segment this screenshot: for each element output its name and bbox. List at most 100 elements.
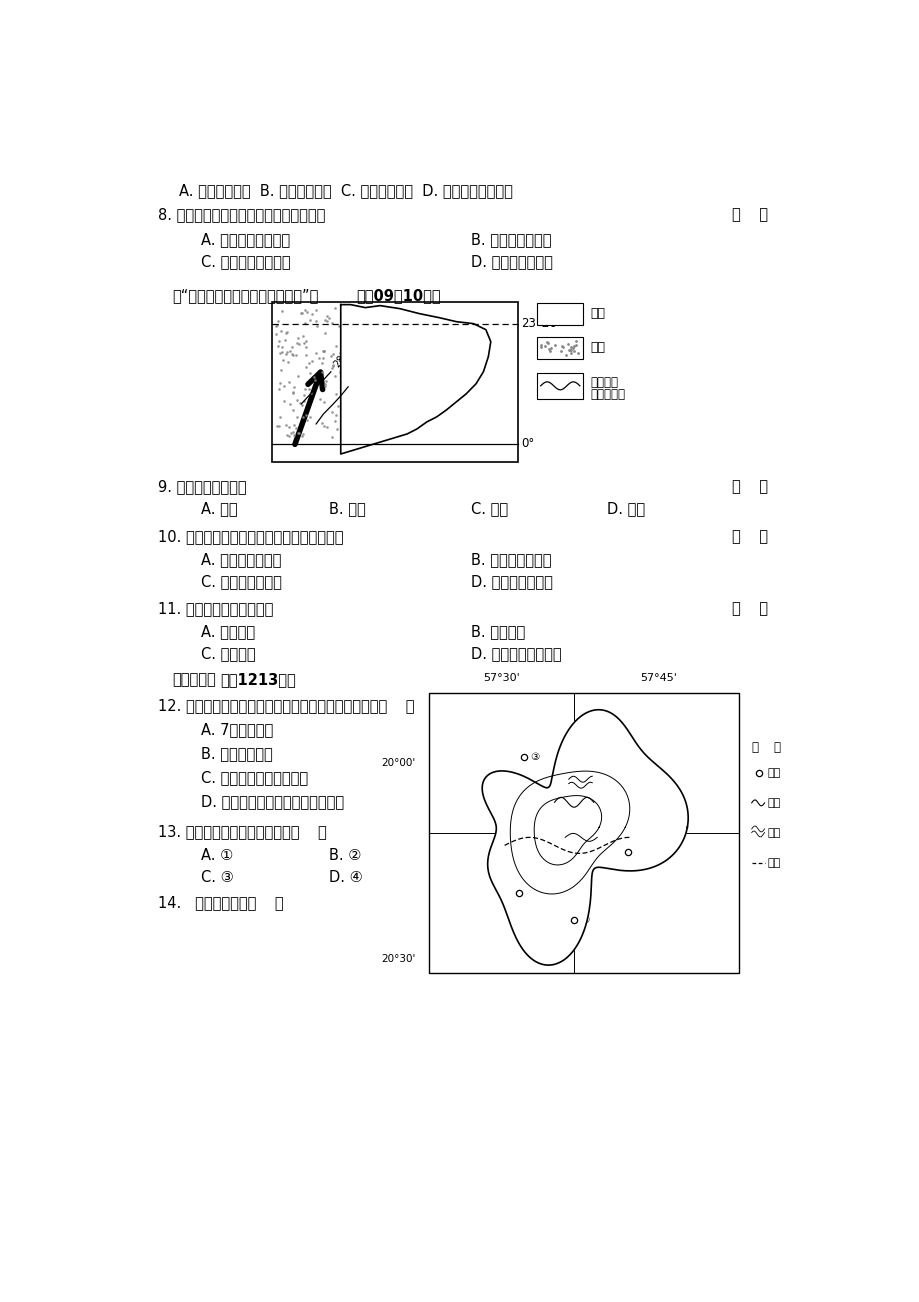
Point bbox=[291, 333, 306, 354]
Point bbox=[566, 341, 581, 362]
Text: ①: ① bbox=[525, 888, 534, 897]
Text: 20°00': 20°00' bbox=[381, 758, 415, 768]
Text: 河流: 河流 bbox=[766, 798, 780, 807]
Point bbox=[320, 310, 335, 331]
Point bbox=[563, 337, 578, 358]
Point bbox=[299, 409, 313, 430]
Point bbox=[539, 331, 554, 352]
Point bbox=[285, 383, 300, 404]
Point bbox=[335, 405, 349, 426]
Text: D. 西北季风，寒流: D. 西北季风，寒流 bbox=[471, 574, 552, 589]
Point bbox=[269, 315, 284, 336]
Point bbox=[350, 359, 365, 380]
Point bbox=[269, 415, 284, 436]
Point bbox=[314, 362, 329, 383]
Point bbox=[281, 426, 296, 447]
Text: A. ①: A. ① bbox=[200, 848, 233, 862]
Point bbox=[272, 379, 287, 400]
Point bbox=[293, 302, 308, 323]
Point bbox=[349, 346, 364, 367]
Text: 57°45': 57°45' bbox=[639, 673, 676, 682]
Point bbox=[341, 362, 356, 383]
Point bbox=[279, 424, 294, 445]
Point bbox=[298, 344, 312, 365]
Text: 14.   图中岛屿位于（    ）: 14. 图中岛屿位于（ ） bbox=[158, 896, 283, 910]
Point bbox=[298, 299, 312, 320]
Point bbox=[561, 340, 575, 361]
Text: 完戕09～10题。: 完戕09～10题。 bbox=[356, 288, 440, 303]
Point bbox=[554, 335, 569, 355]
Point bbox=[281, 371, 296, 392]
Point bbox=[345, 380, 359, 401]
Text: 28℃: 28℃ bbox=[332, 344, 354, 368]
Text: 湖泊: 湖泊 bbox=[766, 828, 780, 838]
Point bbox=[316, 340, 331, 361]
Point bbox=[284, 344, 299, 365]
Point bbox=[272, 406, 287, 427]
Point bbox=[273, 372, 288, 393]
Point bbox=[276, 391, 290, 411]
Point bbox=[345, 396, 359, 417]
Point bbox=[346, 359, 360, 380]
Point bbox=[552, 341, 567, 362]
Point bbox=[337, 306, 352, 327]
Point bbox=[291, 423, 306, 444]
Point bbox=[315, 341, 330, 362]
Point bbox=[345, 385, 359, 406]
Text: 8. 符合社区二氧化碳零排放的有效措施是: 8. 符合社区二氧化碳零排放的有效措施是 bbox=[158, 207, 324, 221]
Point bbox=[341, 389, 356, 410]
Point bbox=[346, 310, 361, 331]
Text: 回界1213题。: 回界1213题。 bbox=[220, 672, 295, 687]
Point bbox=[327, 298, 342, 319]
Point bbox=[309, 311, 323, 332]
Text: B. ②: B. ② bbox=[329, 848, 361, 862]
Text: 13. 四地中最适宜建造港口的是（    ）: 13. 四地中最适宜建造港口的是（ ） bbox=[158, 824, 326, 840]
Text: B. 西南季风，寒流: B. 西南季风，寒流 bbox=[471, 552, 551, 566]
Point bbox=[315, 348, 330, 368]
Point bbox=[316, 392, 331, 413]
Text: 0°: 0° bbox=[521, 437, 534, 450]
Text: 图    例: 图 例 bbox=[751, 741, 780, 754]
Text: （    ）: （ ） bbox=[731, 479, 767, 495]
Point bbox=[295, 406, 310, 427]
Point bbox=[335, 322, 350, 342]
Point bbox=[301, 379, 316, 400]
Point bbox=[270, 336, 285, 357]
Point bbox=[337, 354, 352, 375]
Point bbox=[359, 323, 374, 344]
Point bbox=[287, 414, 301, 435]
Point bbox=[271, 331, 286, 352]
Point bbox=[274, 342, 289, 363]
Point bbox=[329, 418, 344, 439]
Point bbox=[289, 389, 304, 410]
Point bbox=[314, 413, 329, 434]
Text: C. 东南季风，暖流: C. 东南季风，暖流 bbox=[200, 574, 281, 589]
Point bbox=[317, 310, 332, 331]
Point bbox=[278, 323, 292, 344]
Point bbox=[355, 332, 369, 353]
Point bbox=[359, 355, 374, 376]
Point bbox=[290, 422, 305, 443]
Text: D. ④: D. ④ bbox=[329, 870, 362, 884]
Text: B. 夏季: B. 夏季 bbox=[329, 501, 365, 517]
Point bbox=[319, 306, 334, 327]
Text: 城镇: 城镇 bbox=[766, 768, 780, 777]
Point bbox=[292, 393, 307, 414]
Text: 公路: 公路 bbox=[766, 858, 780, 868]
Text: B. 热带雨林: B. 热带雨林 bbox=[471, 624, 525, 639]
Point bbox=[350, 354, 365, 375]
Point bbox=[324, 402, 339, 423]
Text: 23°26': 23°26' bbox=[521, 318, 560, 331]
Point bbox=[275, 350, 289, 371]
Point bbox=[297, 312, 312, 333]
Point bbox=[278, 415, 293, 436]
Text: 20°30': 20°30' bbox=[381, 954, 415, 965]
Bar bbox=[428, 693, 738, 974]
Point bbox=[286, 400, 301, 421]
Point bbox=[332, 315, 346, 336]
Point bbox=[271, 311, 286, 332]
Point bbox=[301, 353, 316, 374]
Text: 10. 驱动图示洋流的盛行风及该洋流的性质是: 10. 驱动图示洋流的盛行风及该洋流的性质是 bbox=[158, 529, 343, 544]
Point bbox=[299, 331, 313, 352]
Text: D. 社区栽种速生林: D. 社区栽种速生林 bbox=[471, 254, 552, 270]
